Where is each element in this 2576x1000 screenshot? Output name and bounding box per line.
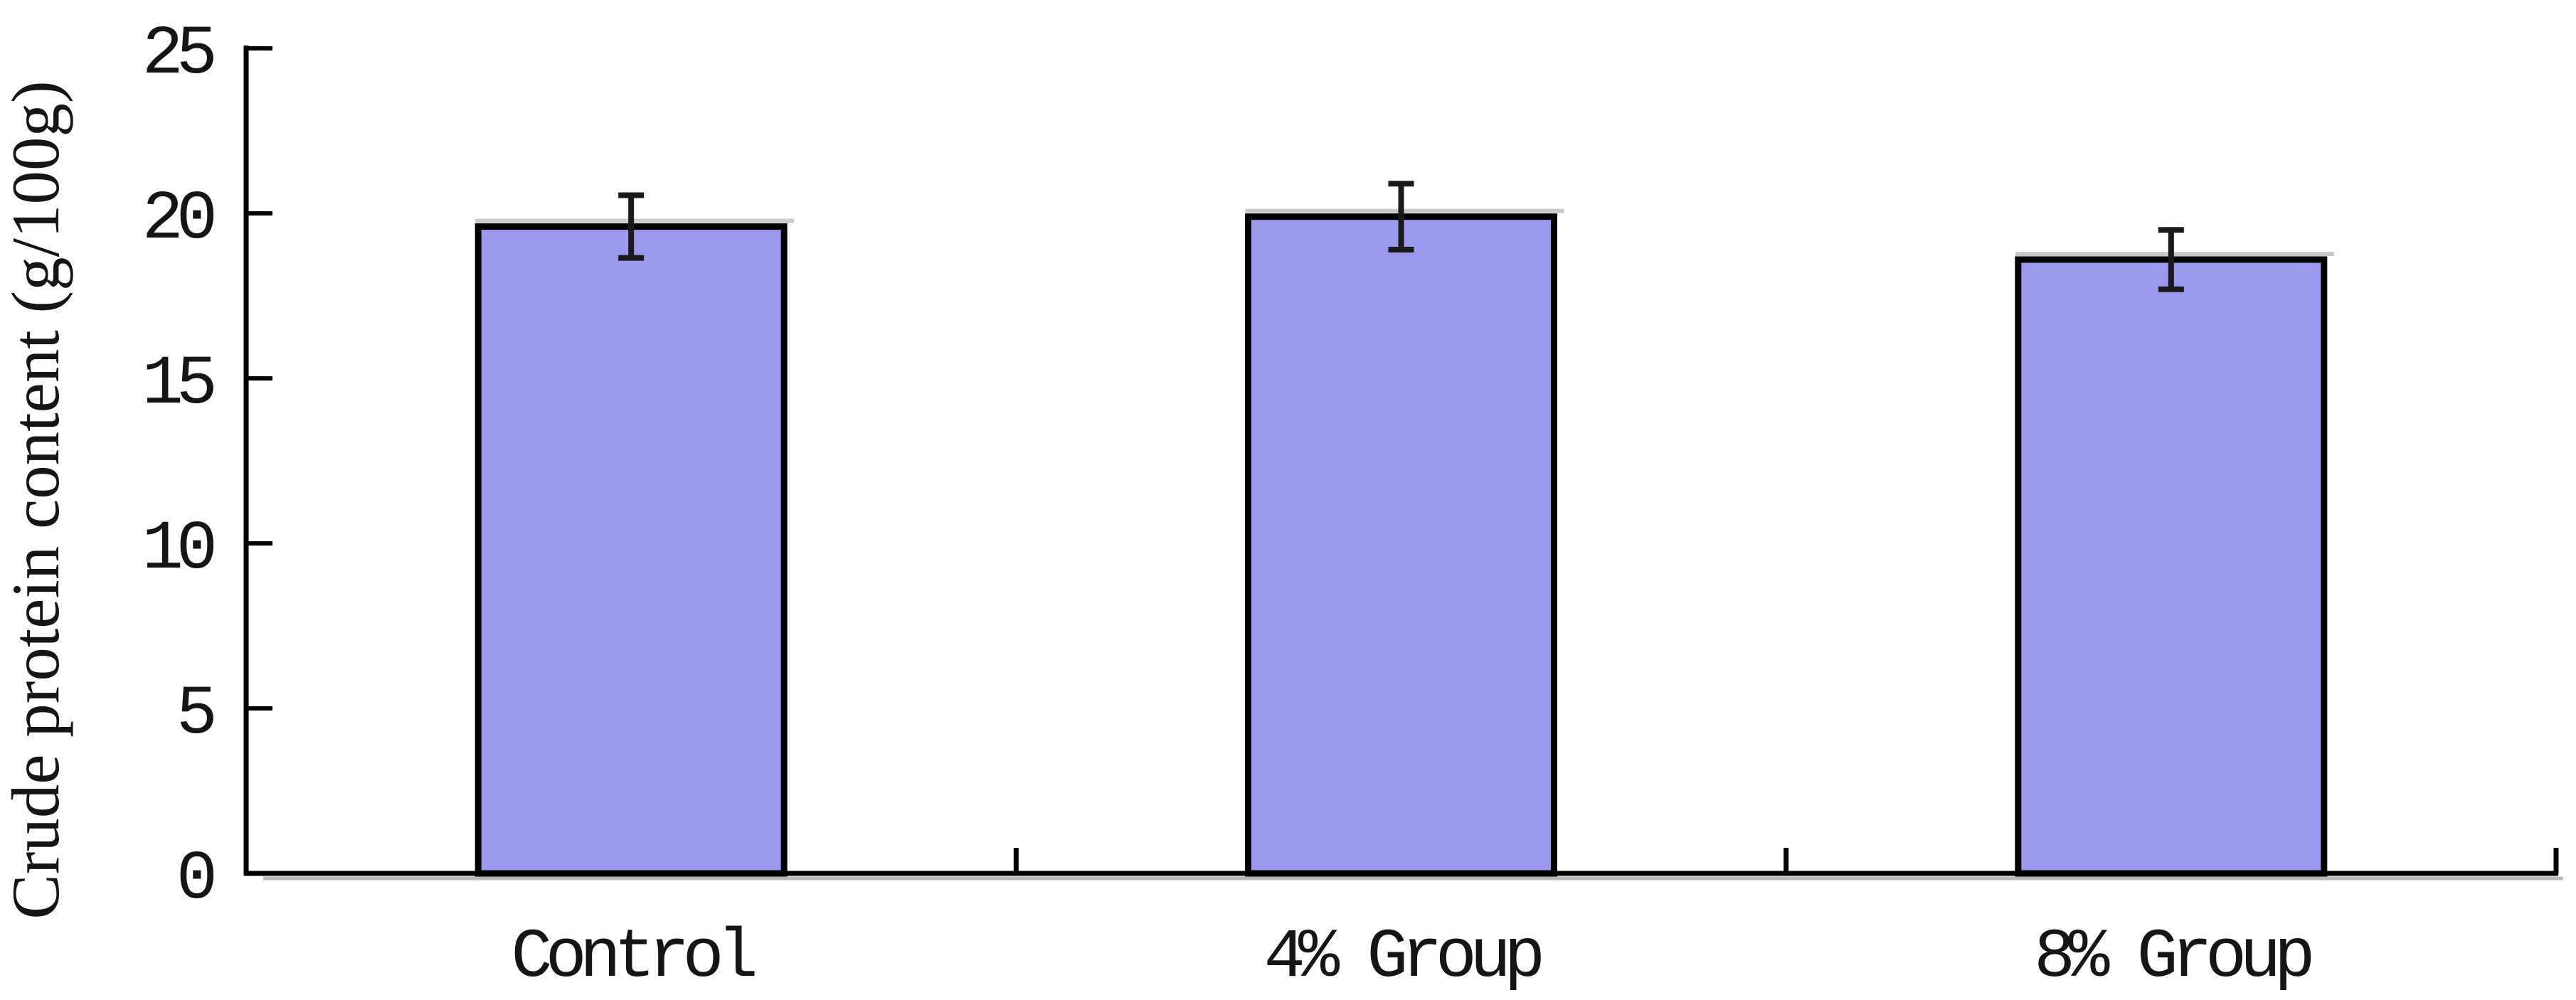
error-bar-control bbox=[618, 192, 645, 261]
error-bars-group bbox=[618, 181, 2184, 292]
y-tick-label-15: 15 bbox=[142, 346, 214, 424]
x-category-label-8-group: 8% Group bbox=[2034, 919, 2311, 997]
bars-group bbox=[475, 213, 2328, 877]
y-axis-title: Crude protein content (g/100g) bbox=[0, 80, 73, 919]
y-tick-label-5: 5 bbox=[176, 676, 214, 754]
x-category-label-4-group: 4% Group bbox=[1264, 919, 1541, 997]
bar-shadows-group bbox=[475, 208, 2334, 256]
error-bar-4-group bbox=[1388, 181, 1414, 253]
y-tick-labels-group: 0 5 10 15 20 25 bbox=[142, 16, 221, 919]
error-bar-8-group bbox=[2158, 227, 2184, 292]
x-axis-group bbox=[244, 848, 2563, 881]
bar-control bbox=[475, 223, 788, 877]
bar-8-group bbox=[2015, 256, 2328, 877]
y-tick-label-0: 0 bbox=[176, 841, 214, 919]
bar-4-group bbox=[1245, 213, 1557, 877]
y-tick-label-20: 20 bbox=[142, 181, 214, 259]
x-category-label-control: Control bbox=[511, 919, 754, 997]
y-axis-group bbox=[243, 46, 272, 876]
y-tick-label-10: 10 bbox=[142, 511, 214, 589]
y-tick-label-25: 25 bbox=[142, 16, 214, 94]
x-category-labels-group: Control 4% Group 8% Group bbox=[511, 919, 2318, 997]
